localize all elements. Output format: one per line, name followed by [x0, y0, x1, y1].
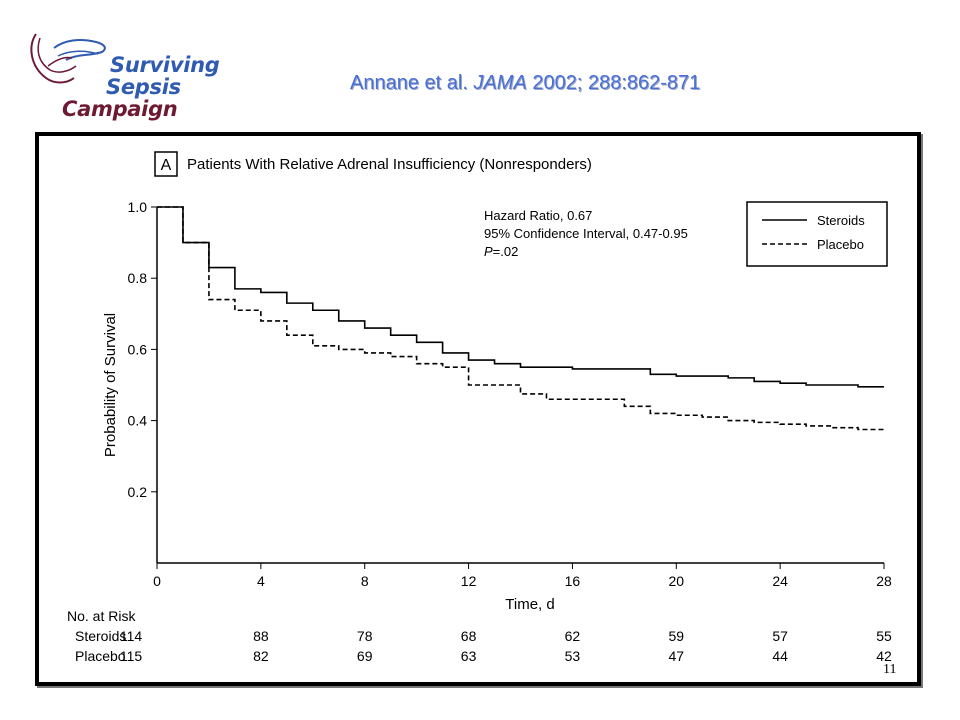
- at-risk-value: 53: [565, 648, 581, 664]
- panel-letter-box: [154, 151, 178, 177]
- x-tick-label: 4: [257, 573, 265, 589]
- at-risk-header: No. at Risk: [67, 608, 136, 624]
- series-line-placebo: [157, 206, 884, 431]
- at-risk-value: 57: [772, 628, 788, 644]
- at-risk-value: 55: [876, 628, 892, 644]
- logo-word-campaign: Campaign: [62, 97, 178, 121]
- at-risk-value: 42: [876, 648, 892, 664]
- at-risk-value: 69: [357, 648, 373, 664]
- confidence-interval-text: 95% Confidence Interval, 0.47-0.95: [484, 226, 688, 241]
- y-tick-label: 0.4: [128, 413, 148, 429]
- citation-authors: Annane et al.: [350, 72, 468, 94]
- y-tick-label: 1.0: [128, 199, 148, 215]
- y-axis-label: Probability of Survival: [102, 313, 119, 457]
- p-value-text: P=.02: [484, 244, 518, 259]
- x-tick-label: 12: [461, 573, 477, 589]
- chart-title: Patients With Relative Adrenal Insuffici…: [187, 156, 592, 173]
- citation-details: 2002; 288:862-871: [532, 72, 701, 94]
- at-risk-value: 68: [461, 628, 477, 644]
- surviving-sepsis-logo: Surviving Sepsis Campaign: [24, 26, 224, 126]
- x-tick-label: 28: [876, 573, 892, 589]
- series-line-steroids: [157, 206, 884, 388]
- hazard-ratio-text: Hazard Ratio, 0.67: [484, 208, 592, 223]
- at-risk-value: 63: [461, 648, 477, 664]
- figure-frame: A Patients With Relative Adrenal Insuffic…: [35, 132, 921, 686]
- citation-journal: JAMA: [473, 72, 527, 94]
- at-risk-value: 62: [565, 628, 581, 644]
- p-value-number: =.02: [493, 244, 519, 259]
- citation: Annane et al. JAMA 2002; 288:862-871: [350, 72, 700, 95]
- at-risk-row-label: Placebo: [75, 648, 126, 664]
- at-risk-value: 114: [120, 628, 143, 644]
- y-tick-label: 0.8: [128, 270, 148, 286]
- x-axis-label: Time, d: [505, 596, 554, 613]
- survival-chart: A Patients With Relative Adrenal Insuffic…: [67, 151, 892, 664]
- p-value-symbol: P: [484, 244, 493, 259]
- panel-letter: A: [161, 157, 172, 174]
- y-tick-label: 0.2: [128, 484, 148, 500]
- at-risk-value: 88: [253, 628, 269, 644]
- legend-label-steroids: Steroids: [817, 213, 865, 228]
- at-risk-value: 44: [772, 648, 788, 664]
- at-risk-value: 78: [357, 628, 373, 644]
- at-risk-row-label: Steroids: [75, 628, 126, 644]
- legend-box: [746, 201, 888, 267]
- at-risk-value: 47: [668, 648, 684, 664]
- x-tick-label: 16: [565, 573, 581, 589]
- at-risk-value: 82: [253, 648, 269, 664]
- legend-label-placebo: Placebo: [817, 237, 864, 252]
- logo-word-sepsis: Sepsis: [106, 75, 181, 99]
- page-number: 11: [883, 662, 897, 677]
- at-risk-value: 59: [668, 628, 684, 644]
- x-tick-label: 20: [668, 573, 684, 589]
- at-risk-value: 115: [120, 648, 143, 664]
- x-tick-label: 8: [361, 573, 369, 589]
- x-tick-label: 0: [153, 573, 161, 589]
- y-tick-label: 0.6: [128, 341, 148, 357]
- x-tick-label: 24: [772, 573, 788, 589]
- logo-word-surviving: Surviving: [110, 53, 220, 77]
- hands-icon: [30, 33, 106, 84]
